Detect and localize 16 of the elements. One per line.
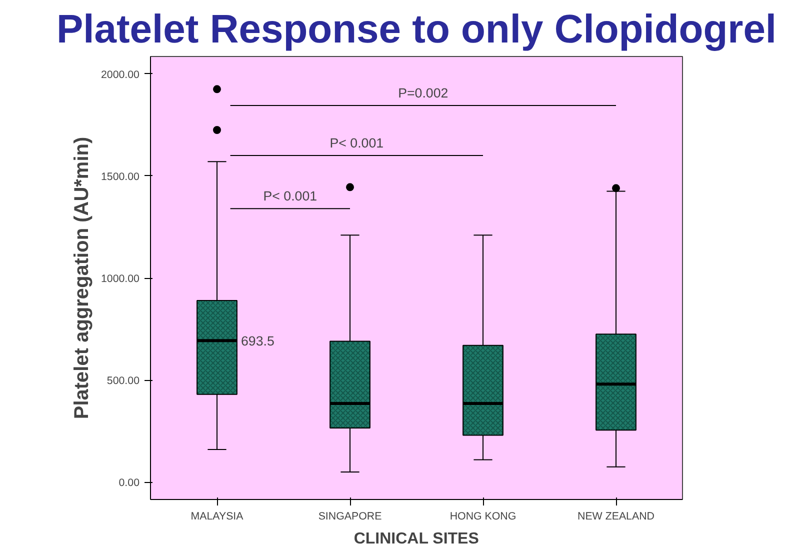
- y-tick-label: 1000.00: [100, 273, 140, 285]
- y-tick-label: 2000.00: [100, 68, 140, 81]
- y-axis-title: Platelet aggregation (AU*min): [70, 136, 93, 420]
- annotation: P< 0.001: [330, 135, 384, 150]
- annotation: P=0.002: [398, 85, 448, 100]
- y-tick-label: 0.00: [118, 477, 140, 490]
- chart-title: Platelet Response to only Clopidogrel: [56, 8, 777, 52]
- annotation: P< 0.001: [263, 188, 318, 204]
- x-tick-label: SINGAPORE: [318, 510, 382, 522]
- y-tick-label: 1500.00: [100, 170, 140, 183]
- x-tick-label: NEW ZEALAND: [578, 510, 655, 522]
- x-tick-label: HONG KONG: [450, 510, 516, 522]
- annotation: 693.5: [241, 334, 274, 349]
- x-tick-label: MALAYSIA: [190, 510, 244, 522]
- y-tick-label: 500.00: [106, 375, 140, 388]
- x-axis-title: CLINICAL SITES: [354, 530, 480, 548]
